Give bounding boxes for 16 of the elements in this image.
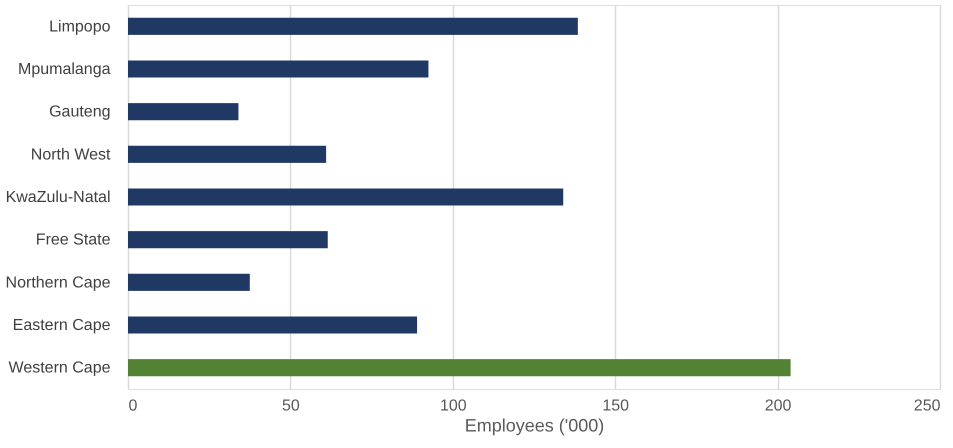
x-tick-label: 0 [128,398,138,414]
x-tick-label: 200 [764,398,792,414]
x-axis-title: Employees ('000) [464,416,604,436]
y-tick-label: Free State [36,232,111,249]
x-tick-label: 250 [914,398,941,414]
y-tick-label: North West [30,146,112,164]
x-tick-label: 50 [282,398,300,414]
x-tick-label: 150 [602,398,630,414]
y-tick-label: Mpumalanga [18,61,111,78]
y-tick-label: Eastern Cape [12,317,111,334]
y-tick-label: Western Cape [8,360,111,377]
x-tick-label: 100 [440,398,467,414]
y-tick-label: KwaZulu-Natal [6,189,110,206]
y-tick-label: Northern Cape [6,274,111,292]
y-tick-label: Gauteng [49,104,110,121]
y-tick-label: Limpopo [49,18,111,36]
